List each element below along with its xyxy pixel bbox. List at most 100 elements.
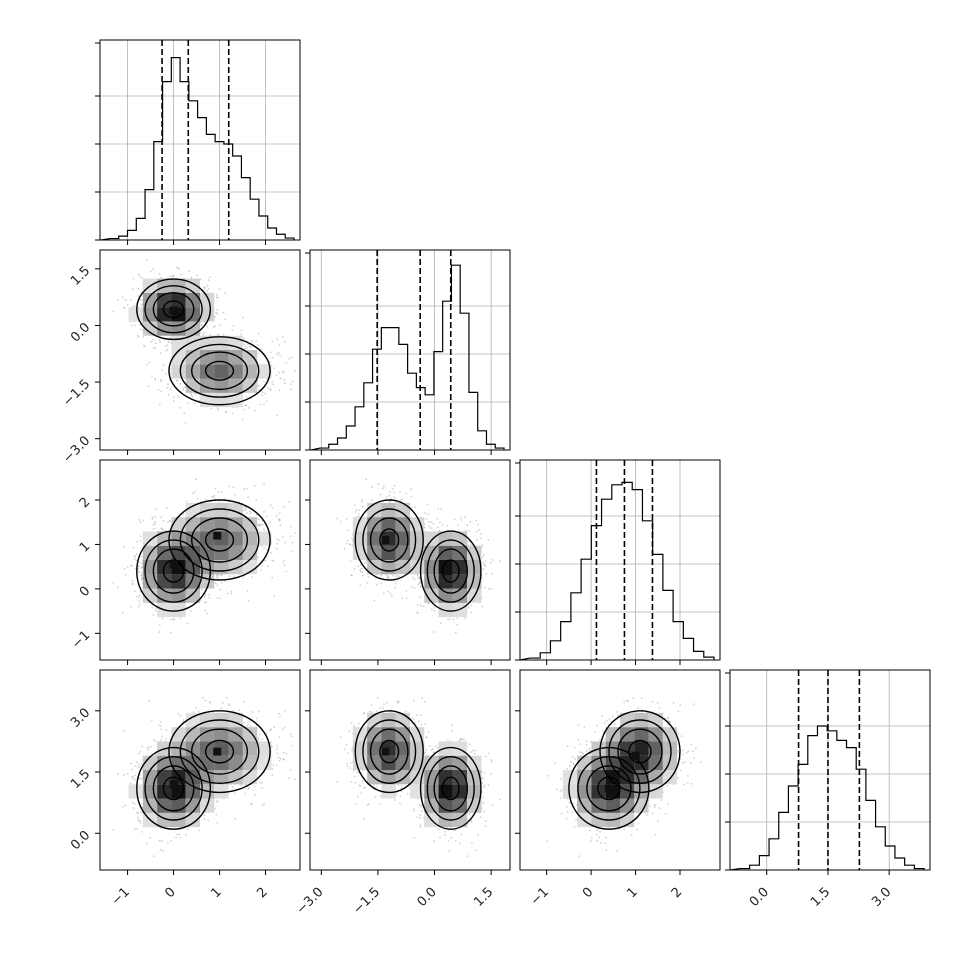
sample-point bbox=[361, 501, 363, 503]
sample-point bbox=[389, 592, 392, 595]
sample-point bbox=[142, 336, 144, 338]
sample-point bbox=[137, 565, 140, 568]
sample-point bbox=[216, 296, 218, 299]
sample-point bbox=[485, 573, 487, 575]
sample-point bbox=[269, 521, 272, 524]
sample-point bbox=[388, 500, 391, 503]
sample-point bbox=[204, 286, 207, 289]
sample-point bbox=[231, 329, 234, 331]
sample-point bbox=[483, 553, 486, 556]
sample-point bbox=[216, 597, 219, 599]
sample-point bbox=[466, 544, 469, 546]
sample-point bbox=[220, 490, 223, 493]
sample-point bbox=[464, 516, 467, 519]
density-cell bbox=[185, 292, 200, 308]
sample-point bbox=[399, 491, 401, 493]
sample-point bbox=[277, 351, 280, 354]
sample-point bbox=[273, 367, 276, 370]
contour-line bbox=[136, 530, 212, 612]
sample-point bbox=[353, 567, 356, 570]
sample-point bbox=[151, 606, 154, 609]
sample-point bbox=[263, 403, 265, 406]
sample-point bbox=[112, 581, 115, 584]
contour-line bbox=[179, 508, 260, 572]
density-cell bbox=[157, 278, 172, 293]
sample-point bbox=[281, 336, 284, 339]
sample-point bbox=[140, 574, 143, 577]
sample-point bbox=[206, 325, 209, 328]
sample-point bbox=[243, 408, 246, 411]
sample-point bbox=[416, 574, 419, 577]
sample-point bbox=[200, 599, 202, 602]
sample-point bbox=[394, 580, 396, 582]
sample-point bbox=[351, 544, 354, 547]
sample-point bbox=[382, 485, 385, 488]
sample-point bbox=[432, 631, 435, 633]
sample-point bbox=[169, 275, 172, 277]
y-tick-label: 1.5 bbox=[68, 264, 93, 289]
sample-point bbox=[138, 518, 141, 521]
sample-point bbox=[169, 388, 172, 391]
sample-point bbox=[481, 556, 484, 558]
sample-point bbox=[433, 606, 436, 609]
sample-point bbox=[140, 304, 143, 306]
sample-point bbox=[160, 390, 163, 392]
sample-point bbox=[269, 388, 272, 391]
sample-point bbox=[339, 520, 342, 523]
sample-point bbox=[256, 380, 259, 383]
sample-point bbox=[158, 403, 161, 406]
sample-point bbox=[371, 486, 374, 489]
sample-point bbox=[138, 275, 141, 278]
sample-point bbox=[283, 559, 286, 562]
sample-point bbox=[142, 519, 144, 522]
sample-point bbox=[203, 596, 206, 598]
sample-point bbox=[216, 576, 219, 579]
sample-point bbox=[178, 406, 181, 409]
sample-point bbox=[398, 575, 401, 578]
sample-point bbox=[260, 348, 263, 350]
sample-point bbox=[194, 491, 196, 493]
sample-point bbox=[234, 493, 236, 496]
sample-point bbox=[134, 324, 136, 327]
sample-point bbox=[290, 356, 293, 359]
sample-point bbox=[154, 347, 156, 350]
contour-line bbox=[168, 336, 271, 406]
sample-point bbox=[418, 577, 421, 580]
panel-frame bbox=[99, 459, 301, 661]
sample-point bbox=[126, 566, 129, 568]
sample-point bbox=[154, 609, 157, 612]
sample-point bbox=[273, 594, 276, 597]
sample-point bbox=[172, 400, 175, 402]
sample-point bbox=[498, 560, 501, 562]
contour-line bbox=[179, 343, 260, 398]
sample-point bbox=[288, 357, 291, 360]
sample-point bbox=[257, 332, 260, 335]
sample-point bbox=[224, 318, 227, 321]
sample-point bbox=[219, 324, 222, 326]
sample-point bbox=[230, 592, 233, 595]
sample-point bbox=[183, 412, 186, 415]
sample-point bbox=[278, 512, 281, 515]
sample-point bbox=[133, 304, 136, 307]
sample-point bbox=[126, 303, 129, 306]
density-cell bbox=[142, 321, 158, 336]
sample-point bbox=[476, 539, 478, 542]
density-cell bbox=[242, 364, 258, 379]
sample-point bbox=[247, 496, 250, 499]
sample-point bbox=[258, 524, 261, 527]
sample-point bbox=[376, 573, 378, 576]
sample-point bbox=[141, 574, 143, 577]
sample-point bbox=[410, 488, 413, 491]
density-cell bbox=[142, 588, 158, 603]
sample-point bbox=[158, 623, 161, 626]
sample-point bbox=[137, 605, 140, 608]
sample-point bbox=[261, 523, 264, 526]
sample-point bbox=[165, 373, 167, 376]
sample-point bbox=[249, 345, 252, 348]
density-cell bbox=[214, 350, 229, 365]
sample-point bbox=[232, 325, 235, 327]
sample-point bbox=[388, 494, 391, 497]
sample-point bbox=[162, 528, 165, 531]
sample-point bbox=[182, 386, 185, 389]
density-cell bbox=[228, 350, 243, 365]
